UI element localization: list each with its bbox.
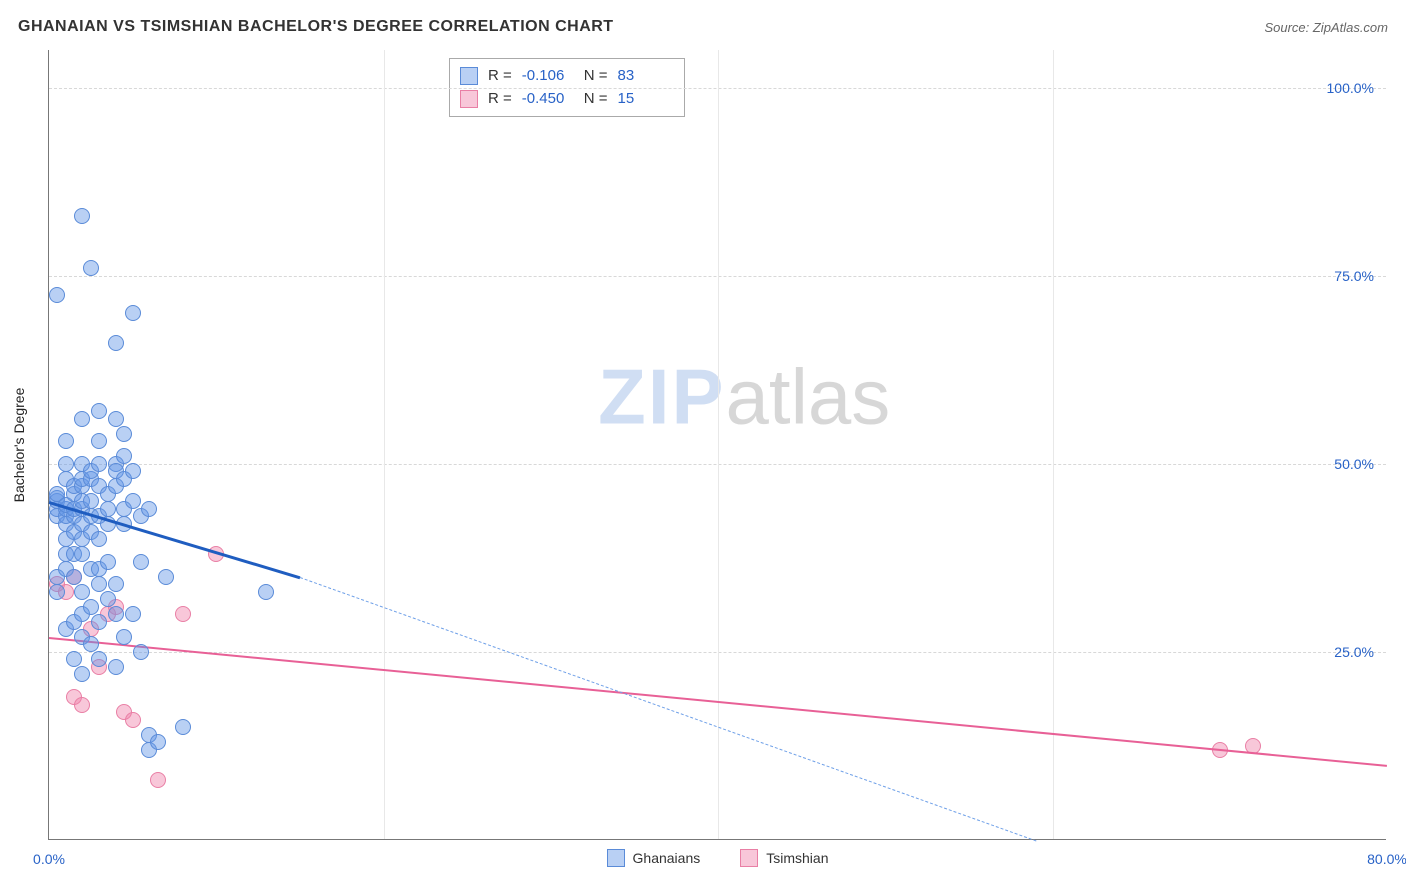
data-point-ghanaians (133, 554, 149, 570)
data-point-ghanaians (83, 493, 99, 509)
legend-series: Ghanaians Tsimshian (49, 849, 1386, 867)
trend-line (300, 577, 1036, 841)
legend-stats-row-ghanaians: R = -0.106 N = 83 (460, 65, 670, 88)
data-point-ghanaians (108, 606, 124, 622)
y-tick-label: 25.0% (1334, 644, 1374, 660)
data-point-ghanaians (74, 546, 90, 562)
r-label: R = (488, 65, 512, 88)
data-point-ghanaians (91, 651, 107, 667)
legend-label-tsimshian: Tsimshian (766, 850, 828, 866)
y-tick-label: 100.0% (1327, 80, 1374, 96)
data-point-ghanaians (108, 576, 124, 592)
source-prefix: Source: (1264, 20, 1312, 35)
data-point-ghanaians (133, 644, 149, 660)
swatch-tsimshian (460, 90, 478, 108)
data-point-ghanaians (91, 614, 107, 630)
y-tick-label: 75.0% (1334, 268, 1374, 284)
legend-stats-row-tsimshian: R = -0.450 N = 15 (460, 88, 670, 111)
y-axis-label: Bachelor's Degree (11, 387, 27, 502)
legend-item-ghanaians: Ghanaians (607, 849, 701, 867)
data-point-ghanaians (74, 584, 90, 600)
data-point-ghanaians (83, 599, 99, 615)
data-point-ghanaians (74, 411, 90, 427)
gridline-v (384, 50, 385, 839)
data-point-ghanaians (141, 501, 157, 517)
x-tick-label: 0.0% (33, 851, 65, 867)
header: GHANAIAN VS TSIMSHIAN BACHELOR'S DEGREE … (18, 18, 1388, 36)
data-point-ghanaians (100, 591, 116, 607)
source-attribution: Source: ZipAtlas.com (1264, 20, 1388, 35)
swatch-ghanaians (607, 849, 625, 867)
gridline-v (1053, 50, 1054, 839)
r-value-ghanaians: -0.106 (522, 65, 574, 88)
data-point-tsimshian (150, 772, 166, 788)
data-point-ghanaians (100, 501, 116, 517)
n-value-ghanaians: 83 (618, 65, 670, 88)
gridline-v (718, 50, 719, 839)
data-point-ghanaians (116, 448, 132, 464)
data-point-ghanaians (58, 433, 74, 449)
data-point-ghanaians (91, 576, 107, 592)
data-point-ghanaians (108, 411, 124, 427)
legend-label-ghanaians: Ghanaians (633, 850, 701, 866)
data-point-ghanaians (125, 463, 141, 479)
swatch-tsimshian (740, 849, 758, 867)
data-point-ghanaians (125, 305, 141, 321)
legend-item-tsimshian: Tsimshian (740, 849, 828, 867)
data-point-ghanaians (91, 403, 107, 419)
data-point-ghanaians (100, 554, 116, 570)
scatter-chart: Bachelor's Degree ZIPatlas R = -0.106 N … (48, 50, 1386, 840)
data-point-ghanaians (108, 659, 124, 675)
data-point-ghanaians (83, 260, 99, 276)
data-point-tsimshian (74, 697, 90, 713)
data-point-ghanaians (66, 651, 82, 667)
watermark: ZIPatlas (598, 352, 890, 443)
data-point-tsimshian (125, 712, 141, 728)
data-point-ghanaians (125, 606, 141, 622)
n-label: N = (584, 65, 608, 88)
data-point-ghanaians (83, 636, 99, 652)
data-point-ghanaians (91, 456, 107, 472)
data-point-tsimshian (175, 606, 191, 622)
data-point-ghanaians (150, 734, 166, 750)
watermark-part2: atlas (726, 353, 891, 441)
r-label: R = (488, 88, 512, 111)
data-point-ghanaians (91, 531, 107, 547)
data-point-ghanaians (158, 569, 174, 585)
data-point-ghanaians (49, 584, 65, 600)
data-point-ghanaians (74, 666, 90, 682)
data-point-ghanaians (258, 584, 274, 600)
swatch-ghanaians (460, 67, 478, 85)
data-point-ghanaians (74, 208, 90, 224)
data-point-ghanaians (91, 433, 107, 449)
data-point-ghanaians (116, 629, 132, 645)
data-point-ghanaians (125, 493, 141, 509)
data-point-ghanaians (49, 287, 65, 303)
y-tick-label: 50.0% (1334, 456, 1374, 472)
x-tick-label: 80.0% (1367, 851, 1406, 867)
r-value-tsimshian: -0.450 (522, 88, 574, 111)
data-point-ghanaians (58, 456, 74, 472)
data-point-ghanaians (116, 426, 132, 442)
n-label: N = (584, 88, 608, 111)
watermark-part1: ZIP (598, 353, 725, 441)
chart-title: GHANAIAN VS TSIMSHIAN BACHELOR'S DEGREE … (18, 18, 614, 36)
source-name: ZipAtlas.com (1313, 20, 1388, 35)
data-point-ghanaians (108, 335, 124, 351)
data-point-ghanaians (66, 569, 82, 585)
data-point-ghanaians (175, 719, 191, 735)
n-value-tsimshian: 15 (618, 88, 670, 111)
